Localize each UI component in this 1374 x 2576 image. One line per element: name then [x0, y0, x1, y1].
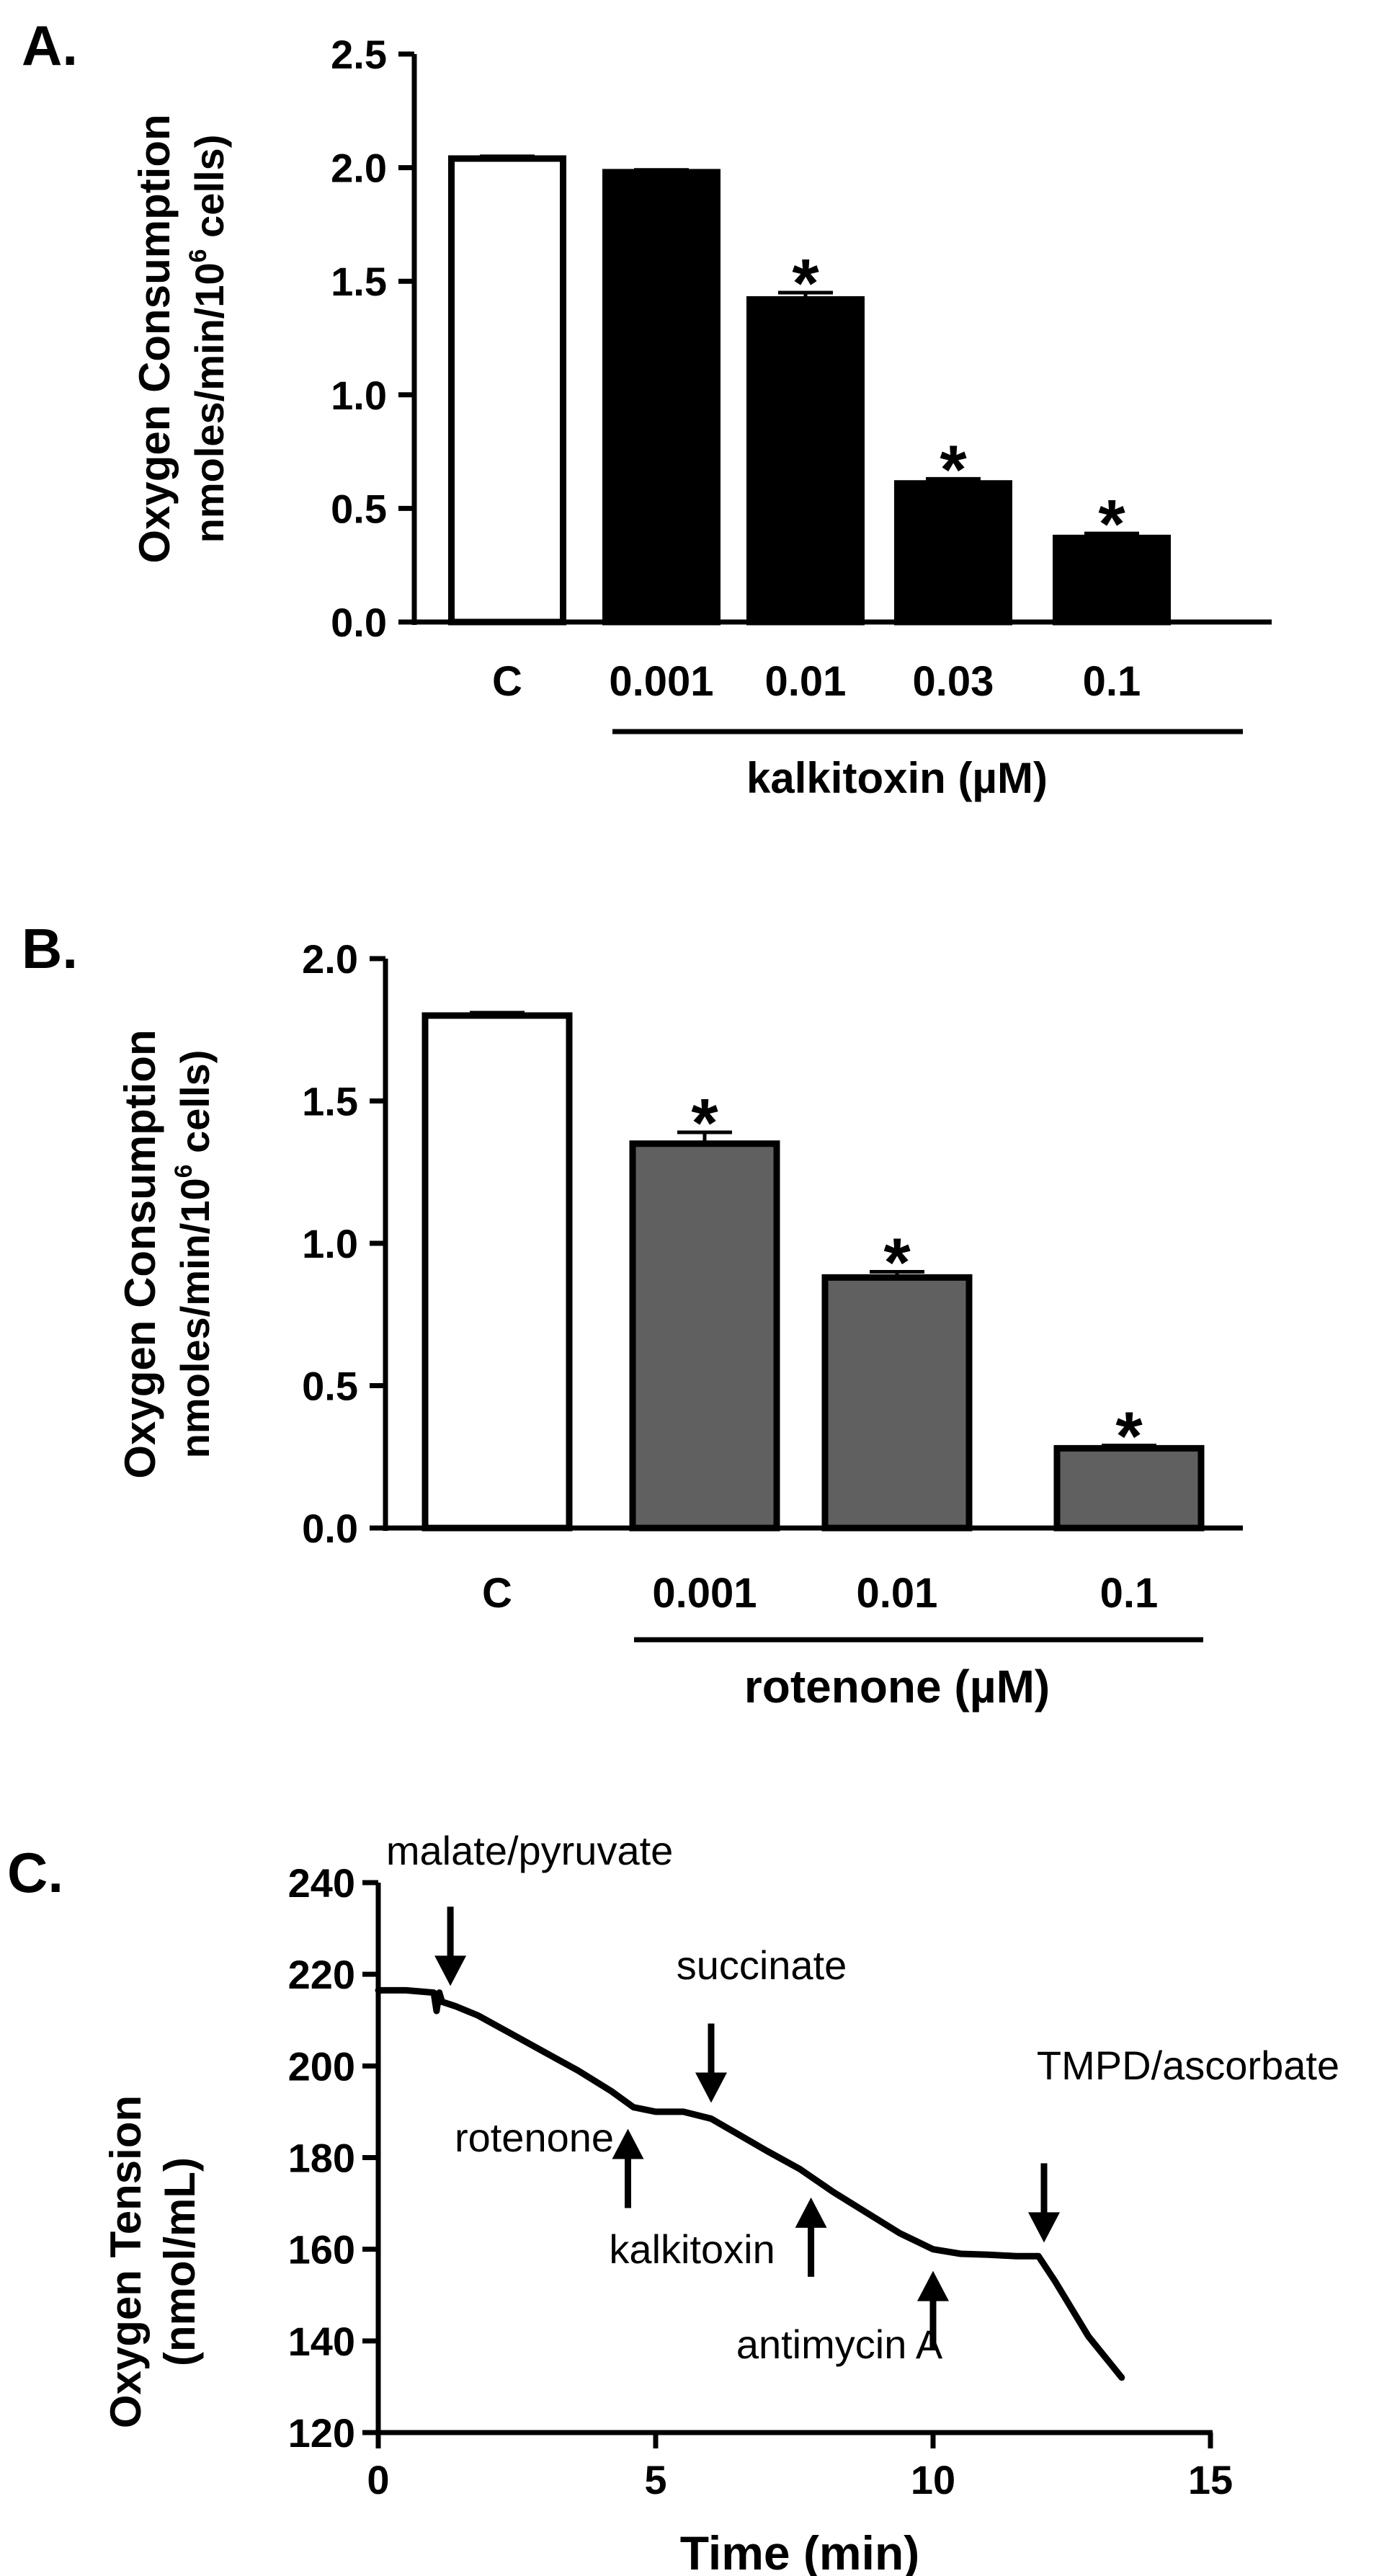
panel-c-xtick-label: 10 — [911, 2457, 955, 2502]
panel-b-category-label: 0.01 — [857, 1570, 938, 1617]
panel-a-category-label: C — [492, 658, 522, 705]
panel-c-xtick-label: 5 — [644, 2457, 666, 2502]
panel-a-category-label: 0.1 — [1083, 658, 1141, 705]
panel-b-significance-asterisk: * — [883, 1225, 911, 1302]
panel-c-ytick-label: 160 — [288, 2227, 355, 2273]
panel-b-ylabel-units: nmoles/min/10 — [172, 1178, 218, 1458]
panel-c-xlabel: Time (min) — [680, 2526, 919, 2576]
panel-c-ytick-label: 220 — [288, 1952, 355, 1997]
panel-b-ytick-label: 1.5 — [302, 1079, 358, 1124]
panel-a-ytick-label: 0.0 — [331, 600, 387, 645]
panel-c-trace-line — [375, 1986, 1125, 2381]
panel-c-xtick-label: 0 — [367, 2457, 389, 2502]
panel-b-ylabel-line1: Oxygen Consumption — [116, 1029, 164, 1478]
panel-a-category-label: 0.01 — [765, 658, 847, 705]
panel-c-ytick-label: 200 — [288, 2043, 355, 2089]
panel-a-category-label: 0.03 — [913, 658, 994, 705]
panel-b-ylabel-exp: 6 — [170, 1164, 197, 1178]
panel-c-annotation-label: rotenone — [455, 2115, 614, 2160]
panel-a-ylabel-units: nmoles/min/10 — [187, 262, 232, 543]
panel-b-ytick-label: 2.0 — [302, 936, 358, 982]
panel-b-category-label: C — [482, 1570, 512, 1617]
panel-a-significance-asterisk: * — [792, 245, 819, 322]
panel-a-bar — [448, 155, 566, 626]
panel-b-plot: 0.0 0.5 1.0 1.5 2.0 C * 0.001 * 0.01 * 0.1 — [302, 936, 1243, 1617]
panel-b-group-label: rotenone (µM) — [744, 1661, 1050, 1713]
panel-b-ytick-label: 1.0 — [302, 1221, 358, 1266]
panel-c: C. Oxygen Tension (nmol/mL) 120 140 160 180… — [7, 1828, 1339, 2576]
panel-b-ylabel-cells: cells) — [172, 1050, 218, 1165]
panel-b-bar — [821, 1274, 973, 1532]
panel-a-bar — [602, 169, 721, 626]
panel-c-annotation-label: malate/pyruvate — [386, 1828, 673, 1873]
panel-c-arrow-head — [795, 2197, 827, 2228]
panel-c-annotation-label: antimycin A — [736, 2322, 943, 2367]
panel-a-bar — [894, 480, 1012, 626]
panel-c-annotation-label: TMPD/ascorbate — [1037, 2043, 1339, 2088]
panel-c-ytick-label: 240 — [288, 1860, 355, 1906]
panel-b-label: B. — [22, 917, 78, 980]
panel-a-category-label: 0.001 — [609, 658, 713, 705]
panel-c-annotation-label: kalkitoxin — [609, 2226, 775, 2272]
panel-a-ylabel-cells: cells) — [187, 135, 232, 249]
panel-c-annotation-label: succinate — [677, 1942, 847, 1988]
panel-c-arrow-head — [612, 2128, 644, 2159]
panel-c-label: C. — [7, 1841, 63, 1904]
panel-b: B. Oxygen Consumption nmoles/min/106 cel… — [22, 917, 1243, 1713]
panel-c-ylabel-line1: Oxygen Tension — [102, 2095, 150, 2428]
panel-b-bar — [629, 1140, 780, 1532]
panel-c-plot: 120 140 160 180 200 220 240 0 5 10 15 malate/pyruva… — [288, 1828, 1340, 2502]
panel-a-group-label: kalkitoxin (µM) — [746, 754, 1048, 802]
panel-c-arrow-head — [434, 1955, 467, 1986]
panel-c-xtick-label: 15 — [1188, 2457, 1233, 2502]
panel-c-ylabel-line2: (nmol/mL) — [156, 2157, 204, 2366]
panel-c-arrow-head — [917, 2270, 949, 2301]
panel-a-ylabel-line1: Oxygen Consumption — [130, 114, 179, 563]
panel-a-ylabel-exp: 6 — [184, 249, 212, 262]
panel-a-ytick-label: 2.0 — [331, 146, 387, 191]
panel-c-arrow-head — [1028, 2212, 1060, 2243]
panel-a-ytick-label: 1.0 — [331, 373, 387, 418]
panel-b-ytick-label: 0.5 — [302, 1364, 358, 1409]
panel-c-ytick-label: 120 — [288, 2410, 355, 2456]
panel-b-ylabel-line2: nmoles/min/106 cells) — [170, 1050, 218, 1459]
panel-b-bar — [421, 1012, 573, 1532]
panel-a-label: A. — [22, 14, 78, 77]
panel-b-significance-asterisk: * — [691, 1085, 718, 1162]
panel-a-ytick-label: 0.5 — [331, 486, 387, 531]
panel-c-ytick-label: 180 — [288, 2136, 355, 2181]
panel-a: A. Oxygen Consumption nmoles/min/106 cel… — [22, 14, 1272, 802]
panel-a-ytick-label: 2.5 — [331, 32, 387, 77]
panel-a-ylabel-line2: nmoles/min/106 cells) — [184, 135, 232, 543]
panel-a-plot: 0.0 0.5 1.0 1.5 2.0 2.5 C 0.001 * 0.01 * 0.03 * 0.1 — [331, 32, 1272, 705]
panel-b-category-label: 0.1 — [1100, 1570, 1159, 1617]
panel-a-bar — [746, 296, 865, 626]
panel-b-category-label: 0.001 — [652, 1570, 757, 1617]
panel-a-significance-asterisk: * — [940, 431, 967, 508]
panel-a-ytick-label: 1.5 — [331, 259, 387, 304]
panel-c-arrow-head — [695, 2072, 727, 2103]
panel-c-ytick-label: 140 — [288, 2319, 355, 2364]
panel-b-ytick-label: 0.0 — [302, 1506, 358, 1551]
panel-b-significance-asterisk: * — [1115, 1398, 1143, 1475]
panel-a-significance-asterisk: * — [1098, 486, 1125, 563]
